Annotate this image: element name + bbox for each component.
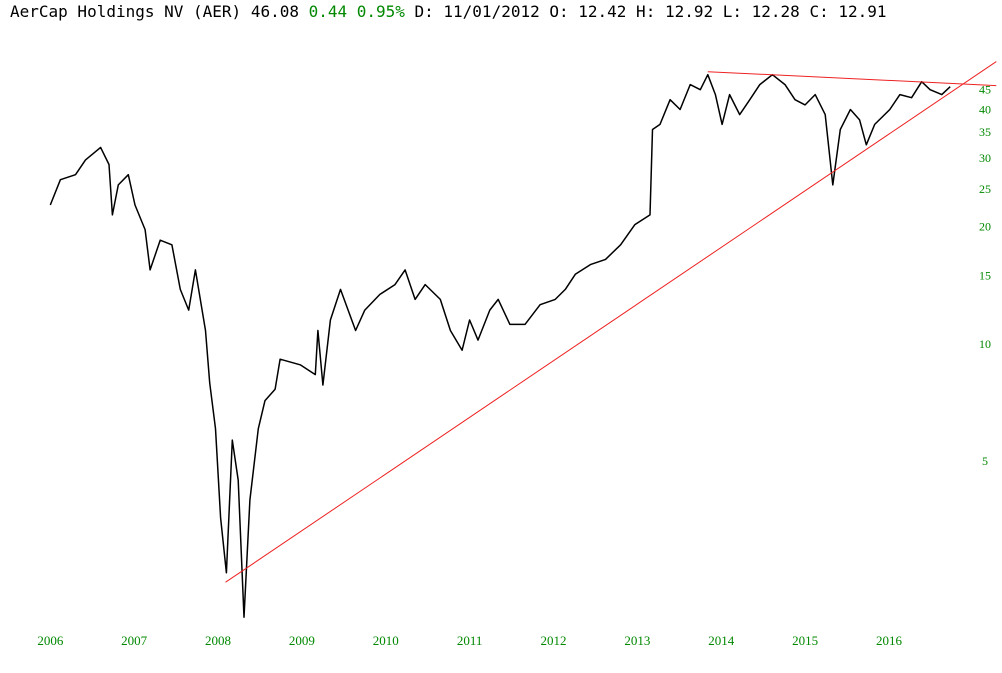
x-tick-label: 2013	[624, 633, 650, 648]
x-tick-label: 2006	[37, 633, 64, 648]
x-tick-label: 2015	[792, 633, 818, 648]
plot-area: 5 10 15 20 25 30 35 40 45 2006 2007 2008 2009 2010 201…	[37, 61, 997, 648]
trend-line	[225, 61, 997, 583]
x-tick-label: 2016	[876, 633, 903, 648]
x-tick-label: 2011	[457, 633, 483, 648]
header-item: 0.44 0.95%	[309, 2, 406, 21]
y-tick-label: 10	[979, 337, 991, 351]
y-tick-label: 5	[982, 454, 988, 468]
trend-line	[707, 71, 997, 87]
y-tick-label: 40	[979, 102, 991, 116]
y-tick-label: 25	[979, 182, 991, 196]
y-tick-label: 35	[979, 125, 991, 139]
x-tick-label: 2007	[121, 633, 148, 648]
x-tick-label: 2009	[289, 633, 315, 648]
y-tick-label: 20	[979, 220, 991, 234]
header-item: D: 11/01/2012 O: 12.42 H: 12.92 L: 12.28…	[415, 2, 887, 21]
header-item: AerCap Holdings NV (AER) 46.08	[10, 2, 299, 21]
y-tick-label: 30	[979, 151, 991, 165]
x-tick-label: 2010	[373, 633, 399, 648]
x-tick-label: 2008	[205, 633, 231, 648]
y-tick-label: 15	[979, 268, 991, 282]
x-tick-label: 2014	[708, 633, 735, 648]
y-tick-label: 45	[979, 83, 991, 97]
price-line	[49, 73, 951, 618]
x-tick-label: 2012	[541, 633, 567, 648]
header: AerCap Holdings NV (AER) 46.08 0.44 0.95%…	[10, 2, 887, 21]
